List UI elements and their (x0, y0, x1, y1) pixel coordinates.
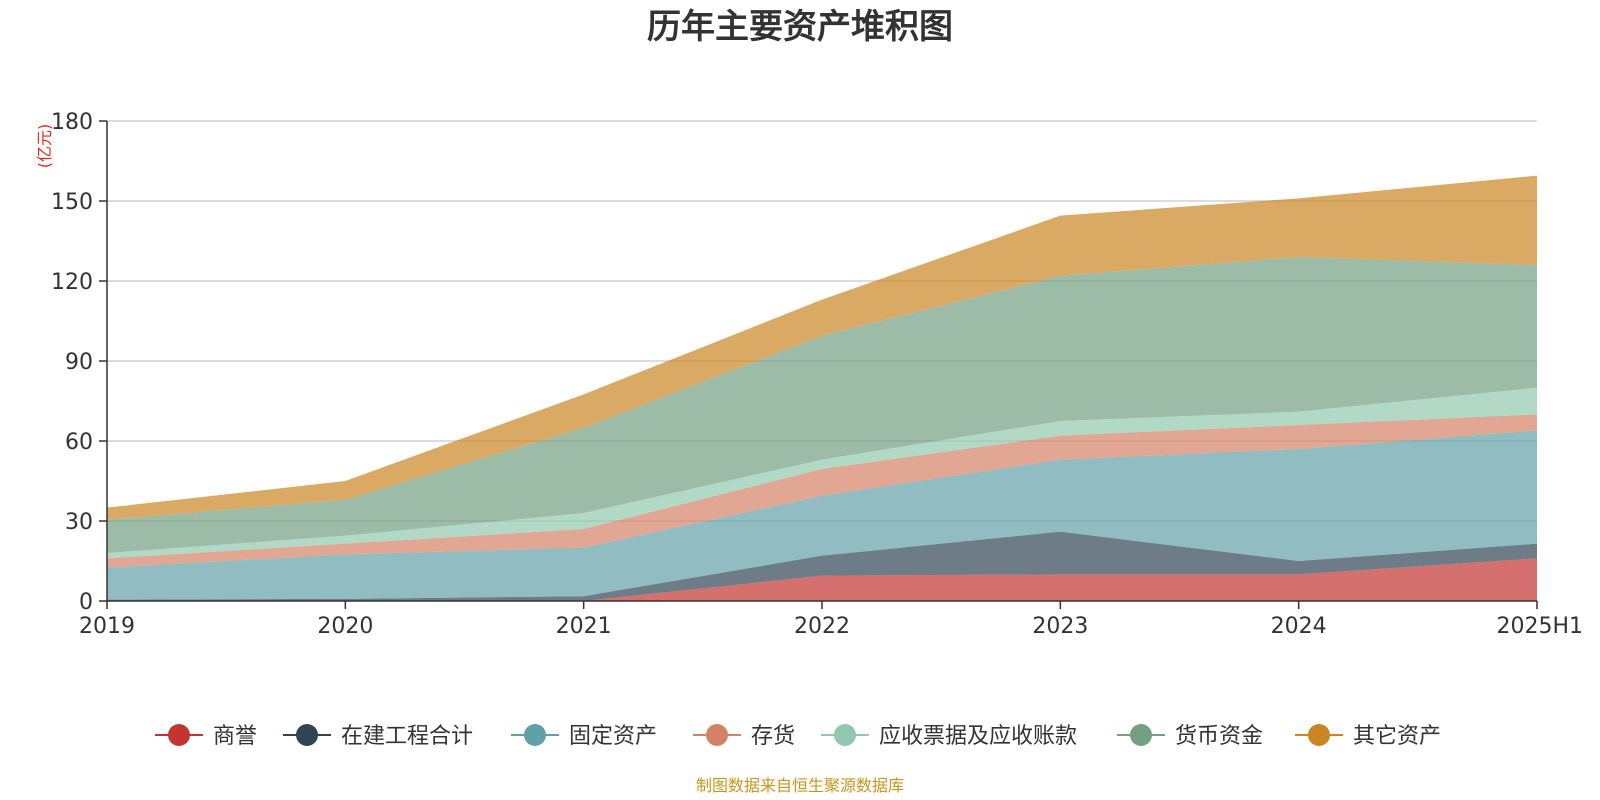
y-tick-label: 150 (51, 190, 93, 215)
y-tick-label: 120 (51, 270, 93, 295)
legend-dot-icon (1308, 724, 1330, 746)
area-series-4 (107, 414, 1537, 568)
legend-item-5[interactable]: 应收票据及应收账款 (821, 724, 1077, 749)
legend-dot-icon (168, 724, 190, 746)
area-series-7 (107, 175, 1537, 520)
x-tick-label: 2021 (556, 614, 612, 639)
area-series-1 (107, 558, 1537, 601)
legend-dot-icon (706, 724, 728, 746)
x-tick-label: 2019 (79, 614, 135, 639)
legend-item-7[interactable]: 其它资产 (1295, 724, 1441, 749)
legend-label: 存货 (751, 724, 795, 749)
x-tick-label: 2023 (1032, 614, 1088, 639)
area-series-6 (107, 257, 1537, 553)
legend-label: 商誉 (213, 724, 257, 749)
legend: 商誉 在建工程合计 固定资产 存货 应收票据及应收账款 货币资金 其它资产 (155, 724, 1441, 749)
area-series-2 (107, 531, 1537, 601)
x-tick-label: 2020 (317, 614, 373, 639)
legend-dot-icon (524, 724, 546, 746)
legend-label: 固定资产 (569, 724, 657, 749)
legend-item-2[interactable]: 在建工程合计 (283, 724, 473, 749)
y-tick-label: 0 (79, 590, 93, 615)
y-tick-label: 30 (65, 510, 93, 535)
y-tick-label: 60 (65, 430, 93, 455)
y-tick-label: 180 (51, 110, 93, 135)
y-tick-label: 90 (65, 350, 93, 375)
legend-label: 货币资金 (1175, 724, 1263, 749)
legend-label: 其它资产 (1353, 724, 1441, 749)
x-tick-label: 2022 (794, 614, 850, 639)
legend-label: 应收票据及应收账款 (879, 724, 1077, 749)
legend-dot-icon (834, 724, 856, 746)
legend-label: 在建工程合计 (341, 724, 473, 749)
legend-dot-icon (296, 724, 318, 746)
legend-dot-icon (1130, 724, 1152, 746)
legend-item-1[interactable]: 商誉 (155, 724, 257, 749)
legend-item-4[interactable]: 存货 (693, 724, 795, 749)
area-series-group (107, 175, 1537, 601)
y-axis-unit-label: (亿元) (35, 124, 54, 169)
area-series-5 (107, 387, 1537, 559)
x-tick-label: 2025H1 (1496, 614, 1583, 639)
x-tick-label: 2024 (1271, 614, 1327, 639)
data-source-note: 制图数据来自恒生聚源数据库 (696, 776, 904, 795)
chart-title: 历年主要资产堆积图 (647, 7, 953, 47)
area-series-3 (107, 430, 1537, 600)
legend-item-6[interactable]: 货币资金 (1117, 724, 1263, 749)
axes: 0 30 60 90 120 150 180 2019 2020 2021 2022 2023 2024… (51, 110, 1583, 639)
legend-item-3[interactable]: 固定资产 (511, 724, 657, 749)
